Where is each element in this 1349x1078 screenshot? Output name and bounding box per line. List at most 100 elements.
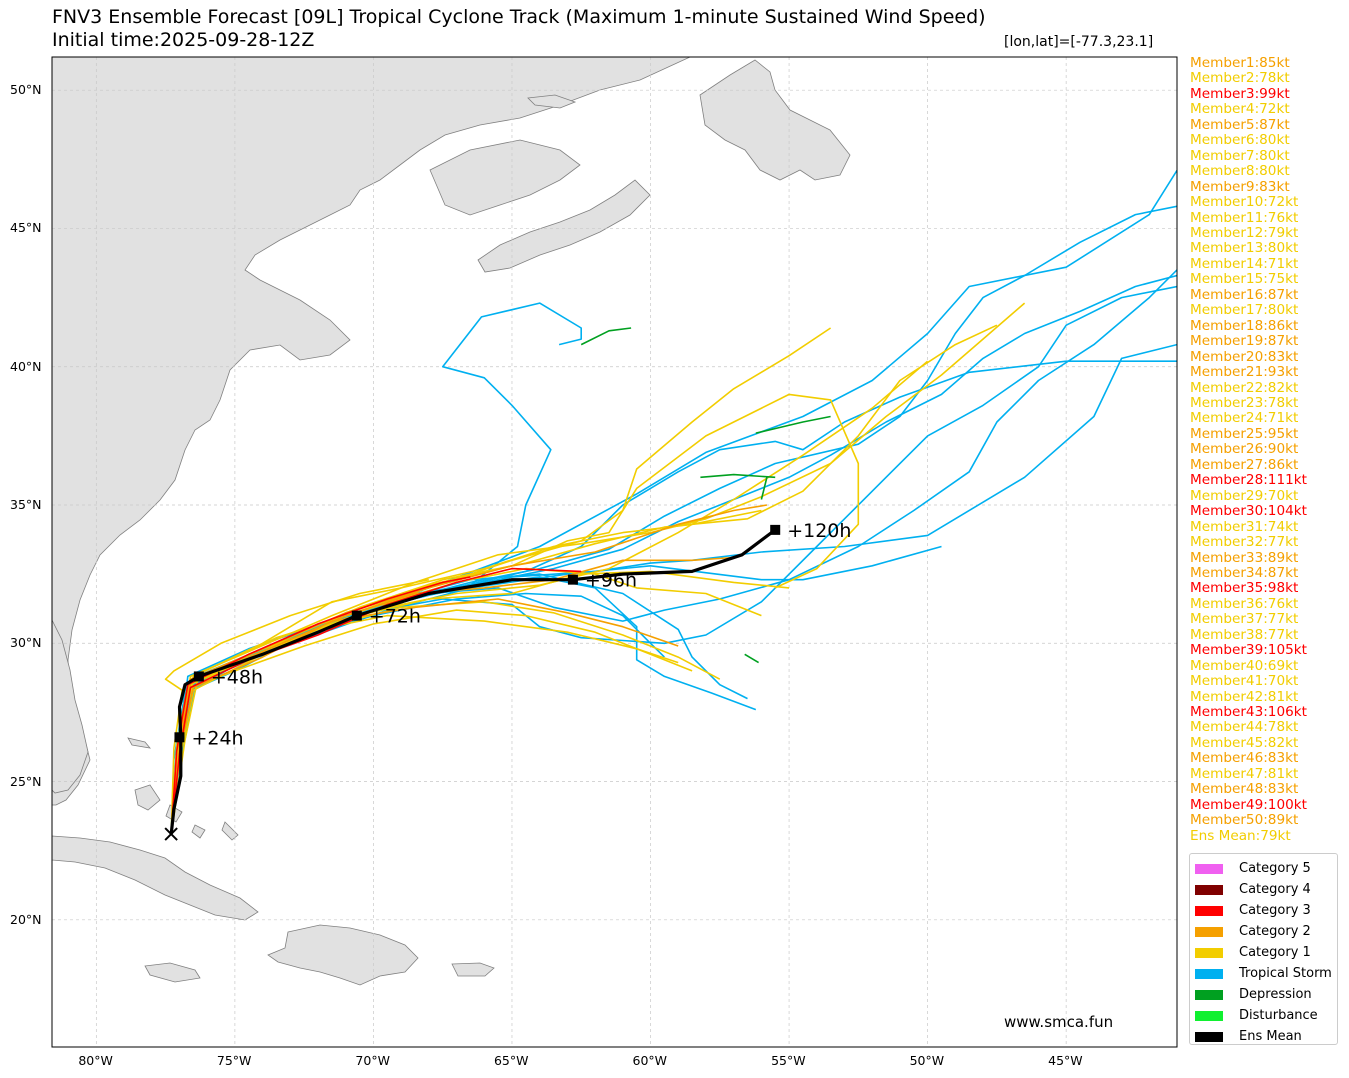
- lon-label: 75°W: [216, 1053, 252, 1068]
- member-intensity-item: Member35:98kt: [1190, 580, 1299, 597]
- member-intensity-item: Member13:80kt: [1190, 240, 1299, 257]
- forecast-hour-marker: [770, 524, 781, 535]
- legend-item: Category 4: [1195, 879, 1337, 900]
- member-track-td: [744, 653, 760, 664]
- member-intensity-item: Member26:90kt: [1190, 441, 1299, 458]
- legend-swatch: [1195, 1010, 1223, 1021]
- lon-label: 70°W: [355, 1053, 390, 1068]
- member-intensity-item: Member48:83kt: [1190, 781, 1299, 798]
- member-track-c2: [170, 556, 734, 835]
- title-line-1: FNV3 Ensemble Forecast [09L] Tropical Cy…: [52, 6, 986, 28]
- lon-label: 55°W: [771, 1053, 806, 1068]
- legend-label: Depression: [1239, 987, 1312, 1002]
- legend-label: Category 1: [1239, 945, 1311, 960]
- forecast-hour-label: +120h: [787, 520, 851, 542]
- member-intensity-item: Member49:100kt: [1190, 796, 1307, 813]
- legend: Category 5 Category 4 Category 3 Category 2…: [1189, 853, 1338, 1045]
- member-track-td: [700, 473, 776, 479]
- legend-item: Category 3: [1195, 900, 1337, 921]
- lon-label: 80°W: [78, 1053, 113, 1068]
- member-intensity-item: Member22:82kt: [1190, 379, 1299, 396]
- member-intensity-item: Member36:76kt: [1190, 595, 1299, 612]
- lat-label: 40°N: [10, 358, 42, 374]
- land-gulf-region: [429, 139, 581, 216]
- member-intensity-item: Member2:78kt: [1190, 70, 1290, 87]
- lat-label: 45°N: [10, 220, 42, 236]
- legend-item: Tropical Storm: [1195, 963, 1337, 984]
- legend-item: Category 5: [1195, 858, 1337, 879]
- member-track-td: [580, 327, 632, 346]
- member-track-c3: [170, 567, 582, 835]
- member-intensity-item: Member15:75kt: [1190, 271, 1299, 288]
- legend-swatch: [1195, 863, 1223, 874]
- member-intensity-item: Member5:87kt: [1190, 116, 1290, 133]
- lon-label: 45°W: [1048, 1053, 1083, 1068]
- forecast-hour-label: +24h: [191, 727, 243, 749]
- forecast-hour-marker: [193, 671, 204, 682]
- member-intensity-item: Member50:89kt: [1190, 812, 1299, 829]
- legend-swatch: [1195, 947, 1223, 958]
- member-intensity-item: Member31:74kt: [1190, 518, 1299, 535]
- member-intensity-item: Member28:111kt: [1190, 472, 1307, 489]
- legend-label: Category 3: [1239, 903, 1311, 918]
- member-intensity-item: Member44:78kt: [1190, 719, 1299, 736]
- lat-label: 25°N: [10, 773, 42, 789]
- member-intensity-item: Member43:106kt: [1190, 704, 1307, 721]
- legend-swatch: [1195, 905, 1223, 916]
- member-intensity-item: Member24:71kt: [1190, 410, 1299, 427]
- lat-label: 30°N: [10, 635, 42, 651]
- legend-item: Category 1: [1195, 942, 1337, 963]
- member-intensity-item: Member40:69kt: [1190, 657, 1299, 674]
- member-intensity-item: Member33:89kt: [1190, 549, 1299, 566]
- legend-swatch: [1195, 884, 1223, 895]
- land-jamaica: [144, 962, 201, 983]
- gridlines: [52, 57, 1177, 1047]
- forecast-hour-marker: [174, 732, 185, 743]
- member-intensity-item: Member7:80kt: [1190, 147, 1290, 164]
- legend-item: Category 2: [1195, 921, 1337, 942]
- forecast-hour-label: +72h: [369, 606, 421, 628]
- member-intensity-item: Member17:80kt: [1190, 302, 1299, 319]
- member-intensity-item: Member45:82kt: [1190, 734, 1299, 751]
- lon-label: 60°W: [632, 1053, 668, 1068]
- legend-swatch: [1195, 968, 1223, 979]
- member-intensity-item: Member42:81kt: [1190, 688, 1299, 705]
- forecast-hour-marker: [351, 610, 362, 621]
- member-intensity-item: Member37:77kt: [1190, 611, 1299, 628]
- legend-label: Category 2: [1239, 924, 1311, 939]
- chart-title: FNV3 Ensemble Forecast [09L] Tropical Cy…: [52, 6, 986, 52]
- member-intensity-item: Member32:77kt: [1190, 534, 1299, 551]
- member-intensity-item: Member11:76kt: [1190, 209, 1299, 226]
- member-intensity-item: Member14:71kt: [1190, 255, 1299, 272]
- member-intensity-item: Member41:70kt: [1190, 673, 1299, 690]
- member-intensity-item: Member10:72kt: [1190, 194, 1299, 211]
- member-intensity-item: Member9:83kt: [1190, 178, 1290, 195]
- legend-label: Category 4: [1239, 882, 1311, 897]
- member-intensity-item: Member6:80kt: [1190, 132, 1290, 149]
- land-puerto-rico: [451, 962, 495, 977]
- member-track-td: [755, 415, 831, 434]
- coord-readout: [lon,lat]=[-77.3,23.1]: [1004, 34, 1154, 50]
- member-track-td: [760, 477, 768, 500]
- map-frame: [51, 56, 1178, 1048]
- lon-label: 50°W: [909, 1053, 945, 1068]
- legend-swatch: [1195, 926, 1223, 937]
- member-intensity-item: Member29:70kt: [1190, 487, 1299, 504]
- member-intensity-item: Member19:87kt: [1190, 333, 1299, 350]
- member-intensity-item: Member34:87kt: [1190, 564, 1299, 581]
- lat-label: 20°N: [10, 911, 42, 927]
- member-intensity-item: Member4:72kt: [1190, 101, 1290, 118]
- title-line-2: Initial time:2025-09-28-12Z: [52, 29, 315, 51]
- member-intensity-item: Member12:79kt: [1190, 224, 1299, 241]
- member-track-c2: [170, 598, 679, 835]
- member-intensity-item: Ens Mean:79kt: [1190, 827, 1291, 844]
- ens-mean-track: +24h +48h +72h +96h +120h: [164, 520, 851, 841]
- legend-item: Depression: [1195, 984, 1337, 1005]
- land-cuba: [52, 835, 259, 921]
- member-intensity-item: Member8:80kt: [1190, 163, 1290, 180]
- initial-position-marker: [164, 827, 178, 841]
- legend-label: Category 5: [1239, 861, 1311, 876]
- member-intensity-item: Member38:77kt: [1190, 626, 1299, 643]
- legend-swatch: [1195, 989, 1223, 1000]
